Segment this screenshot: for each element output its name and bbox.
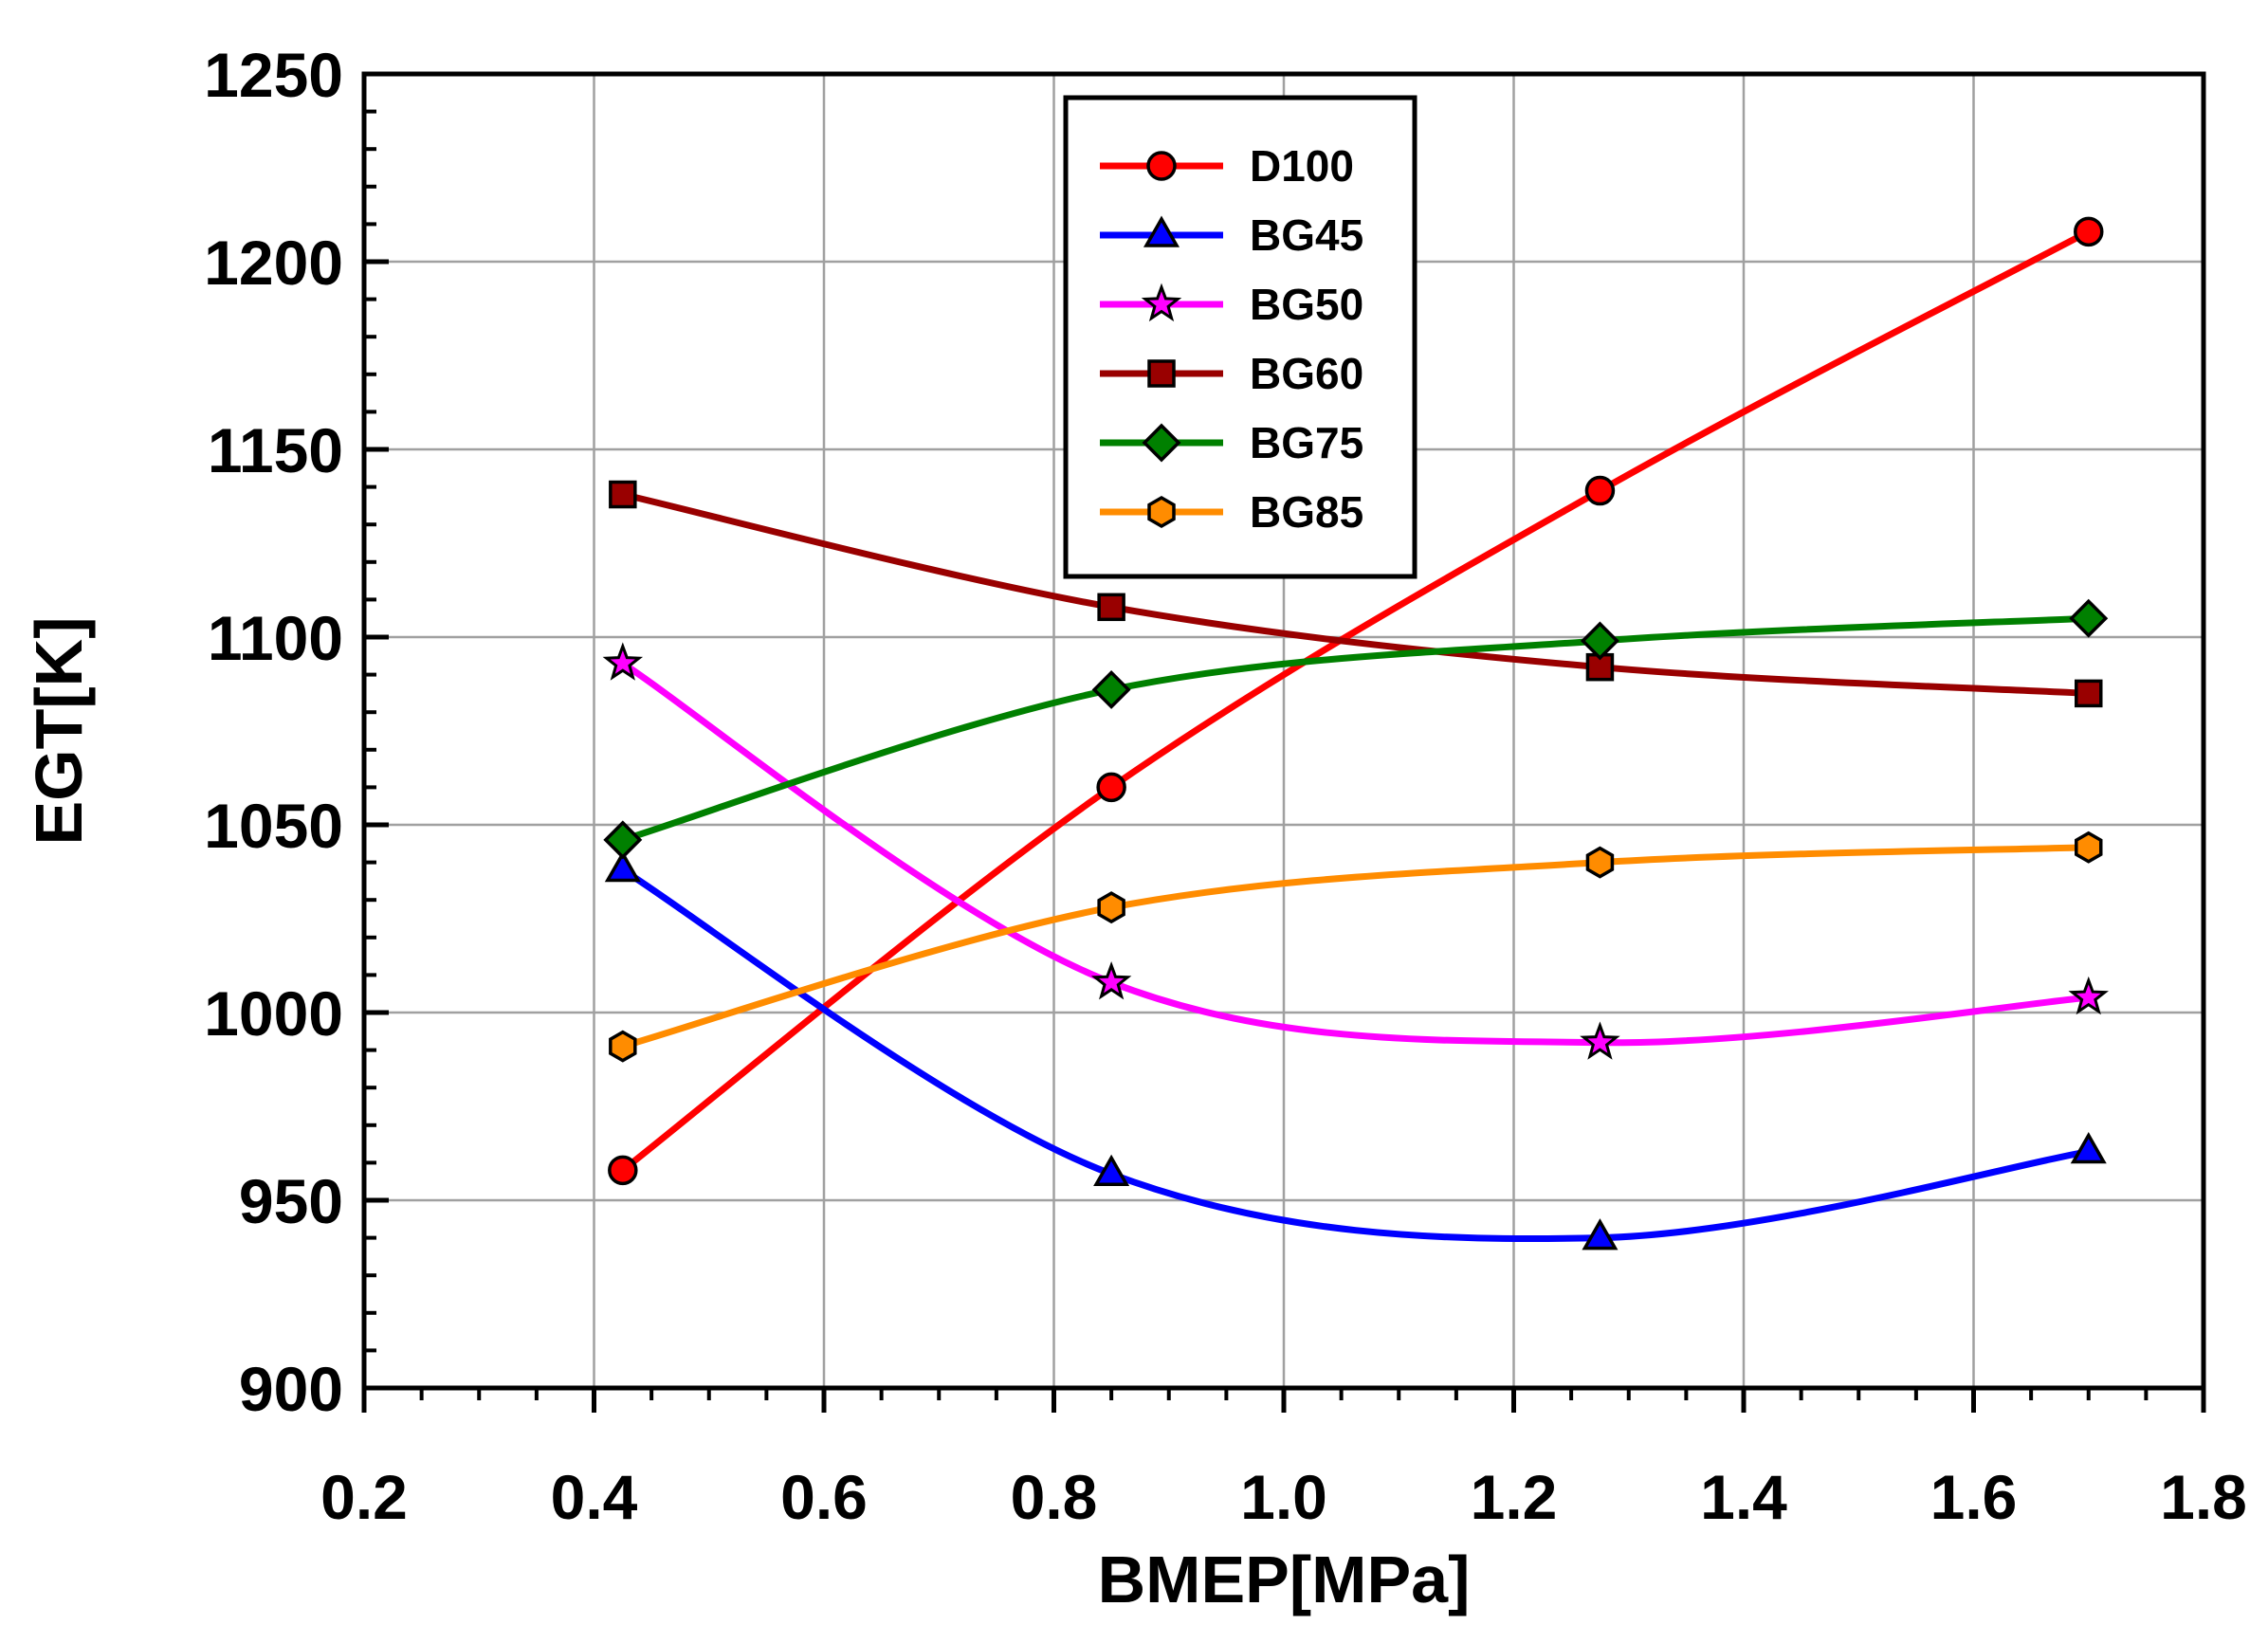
legend-box bbox=[1063, 95, 1418, 579]
legend-marker bbox=[1141, 283, 1182, 322]
x-tick-label: 1.8 bbox=[2160, 1462, 2247, 1532]
series-bg75 bbox=[603, 598, 2109, 860]
x-tick-label: 1.0 bbox=[1240, 1462, 1327, 1532]
legend-item-bg50: BG50 bbox=[1100, 280, 1363, 329]
data-point-d100 bbox=[1584, 475, 1616, 506]
series-bg60 bbox=[609, 480, 2103, 708]
data-point-bg75 bbox=[1091, 669, 1131, 709]
data-point-bg85 bbox=[609, 1030, 637, 1063]
y-tick-label: 1000 bbox=[204, 978, 343, 1049]
legend-item-bg75: BG75 bbox=[1100, 418, 1363, 467]
x-tick-label: 0.2 bbox=[320, 1462, 408, 1532]
data-series bbox=[602, 216, 2109, 1251]
data-point-bg45 bbox=[1093, 1154, 1130, 1187]
legend-label: BG60 bbox=[1250, 349, 1363, 398]
data-point-bg50 bbox=[1580, 1021, 1620, 1060]
data-point-bg75 bbox=[603, 820, 643, 860]
series-bg50 bbox=[602, 642, 2109, 1060]
data-point-bg75 bbox=[1580, 621, 1619, 661]
legend-label: BG45 bbox=[1250, 210, 1363, 260]
legend-label: D100 bbox=[1250, 141, 1354, 191]
y-tick-label: 1050 bbox=[204, 791, 343, 861]
y-tick-label: 1250 bbox=[204, 40, 343, 110]
data-point-bg50 bbox=[2068, 976, 2109, 1015]
x-tick-label: 0.6 bbox=[780, 1462, 868, 1532]
legend-label: BG85 bbox=[1250, 487, 1363, 537]
legend-item-bg60: BG60 bbox=[1100, 349, 1363, 398]
legend-item-bg45: BG45 bbox=[1100, 210, 1363, 260]
legend: D100 BG45 BG50 BG60 BG75 BG85 bbox=[1063, 95, 1418, 579]
y-tick-label: 900 bbox=[239, 1354, 343, 1424]
data-point-bg85 bbox=[1585, 846, 1615, 879]
legend-item-bg85: BG85 bbox=[1100, 487, 1363, 537]
legend-label: BG50 bbox=[1250, 280, 1363, 329]
x-tick-label: 1.4 bbox=[1700, 1462, 1787, 1532]
x-tick-label: 0.8 bbox=[1011, 1462, 1098, 1532]
data-point-bg60 bbox=[1097, 593, 1125, 622]
legend-marker bbox=[1147, 495, 1176, 529]
data-point-bg75 bbox=[2069, 598, 2109, 638]
data-point-d100 bbox=[608, 1155, 638, 1186]
x-tick-label: 1.2 bbox=[1471, 1462, 1558, 1532]
tick-labels: 0.2 0.4 0.6 0.8 1.0 1.2 1.4 1.6 1.8 900 950 1000 105… bbox=[204, 40, 2247, 1532]
series-line-d100 bbox=[620, 228, 2091, 1174]
legend-marker bbox=[1142, 423, 1181, 463]
series-line-bg85 bbox=[621, 844, 2089, 1050]
data-point-bg50 bbox=[602, 642, 644, 681]
data-point-bg60 bbox=[2075, 679, 2103, 708]
data-point-bg45 bbox=[1582, 1218, 1619, 1251]
y-tick-label: 1150 bbox=[208, 415, 343, 485]
series-line-bg50 bbox=[620, 660, 2090, 1047]
data-point-d100 bbox=[1096, 772, 1126, 803]
y-axis-title: EGT[K] bbox=[22, 616, 96, 845]
series-line-bg75 bbox=[621, 614, 2089, 844]
data-point-bg50 bbox=[1090, 960, 1132, 1000]
series-bg85 bbox=[609, 831, 2103, 1063]
legend-marker bbox=[1146, 151, 1177, 181]
data-point-bg60 bbox=[609, 480, 637, 509]
data-point-bg45 bbox=[604, 849, 641, 883]
series-d100 bbox=[608, 216, 2104, 1186]
y-tick-label: 1100 bbox=[208, 603, 343, 673]
series-bg45 bbox=[604, 849, 2107, 1251]
plot-area-frame bbox=[361, 71, 2206, 1391]
y-tick-label: 950 bbox=[239, 1166, 343, 1236]
x-tick-label: 0.4 bbox=[551, 1462, 638, 1532]
y-tick-label: 1200 bbox=[204, 228, 343, 298]
legend-items: D100 BG45 BG50 BG60 BG75 BG85 bbox=[1100, 141, 1363, 537]
data-point-bg85 bbox=[1097, 891, 1125, 924]
x-tick-label: 1.6 bbox=[1930, 1462, 2018, 1532]
data-point-bg85 bbox=[2075, 831, 2103, 864]
data-point-bg45 bbox=[2070, 1131, 2107, 1164]
legend-marker bbox=[1147, 359, 1176, 388]
legend-label: BG75 bbox=[1250, 418, 1363, 467]
data-point-d100 bbox=[2074, 216, 2104, 247]
series-line-bg60 bbox=[622, 491, 2089, 697]
series-line-bg45 bbox=[620, 867, 2090, 1243]
x-axis-title: BMEP[MPa] bbox=[1098, 1543, 1471, 1616]
legend-item-d100: D100 bbox=[1100, 141, 1354, 191]
legend-marker bbox=[1143, 215, 1180, 247]
